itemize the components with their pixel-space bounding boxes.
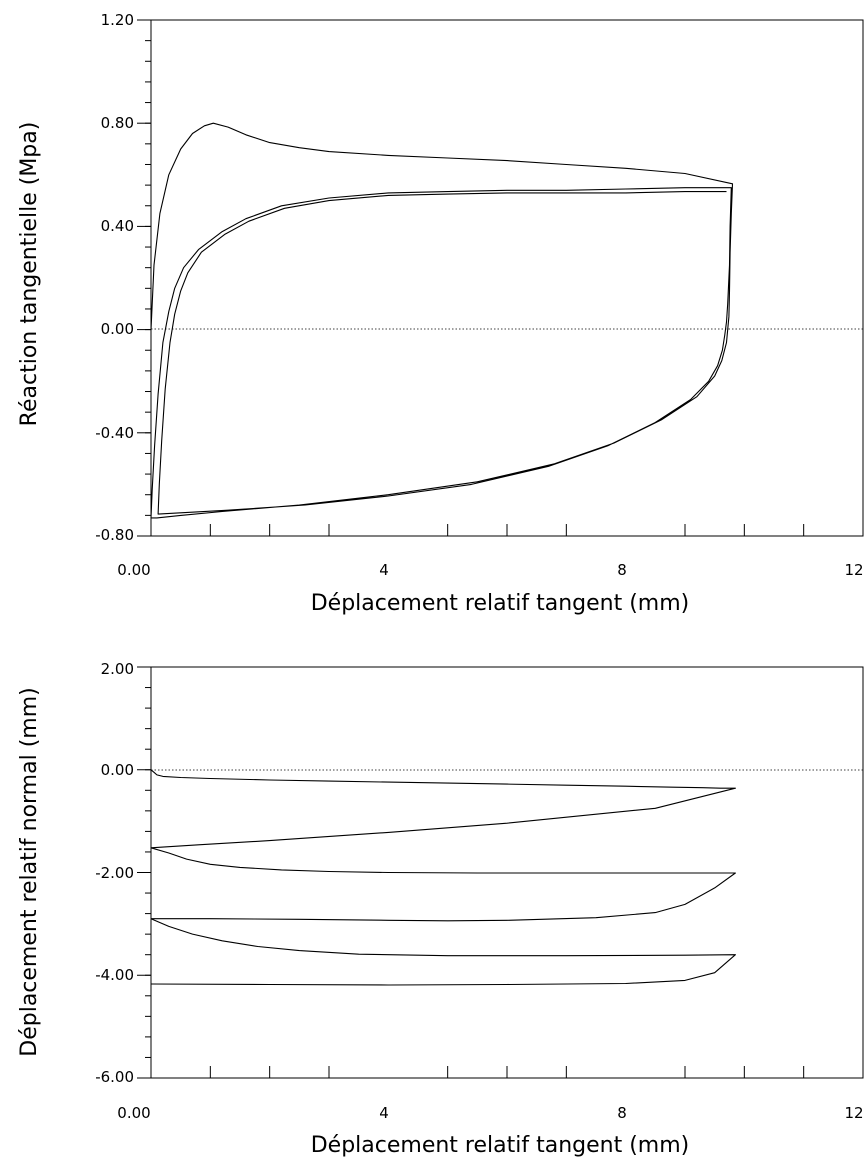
top-xtick-label: 0.00 xyxy=(117,561,150,579)
bottom-ytick-label: -4.00 xyxy=(95,966,134,984)
top-series xyxy=(150,122,734,519)
top-ytick-label: 0.40 xyxy=(101,217,134,235)
bottom-xtick-label: 12 xyxy=(844,1104,863,1122)
bottom-plot-frame xyxy=(150,666,864,1079)
top-xtick-label: 8 xyxy=(617,561,627,579)
top-plot-frame xyxy=(150,19,864,537)
bottom-xtick-label: 4 xyxy=(379,1104,389,1122)
top-ytick-label: 1.20 xyxy=(101,11,134,29)
top-ytick-label: -0.80 xyxy=(95,526,134,544)
series-line xyxy=(150,122,734,519)
bottom-ytick-label: 2.00 xyxy=(101,660,134,678)
top-minor-ticks xyxy=(145,19,151,537)
top-x-axis-title: Déplacement relatif tangent (mm) xyxy=(311,591,690,616)
bottom-xtick-label: 0.00 xyxy=(117,1104,150,1122)
top-ytick-label: 0.80 xyxy=(101,114,134,132)
bottom-y-axis-title: Déplacement relatif normal (mm) xyxy=(17,687,42,1056)
bottom-ytick-label: -6.00 xyxy=(95,1068,134,1086)
bottom-x-axis-title: Déplacement relatif tangent (mm) xyxy=(311,1133,690,1158)
bottom-xtick-label: 8 xyxy=(617,1104,627,1122)
top-ytick-label: 0.00 xyxy=(101,320,134,338)
bottom-major-ticks xyxy=(137,666,805,1079)
series-line xyxy=(150,769,736,986)
top-y-axis-title: Réaction tangentielle (Mpa) xyxy=(17,122,42,427)
bottom-ytick-label: -2.00 xyxy=(95,864,134,882)
top-xtick-label: 4 xyxy=(379,561,389,579)
top-chart: 1.20 0.80 0.40 0.00 -0.40 -0.80 0.00 4 8… xyxy=(17,11,864,616)
top-ytick-label: -0.40 xyxy=(95,424,134,442)
top-xtick-label: 12 xyxy=(844,561,863,579)
bottom-chart: 2.00 0.00 -2.00 -4.00 -6.00 0.00 4 8 12 … xyxy=(17,660,864,1158)
bottom-ytick-label: 0.00 xyxy=(101,761,134,779)
bottom-series xyxy=(150,769,736,986)
top-major-ticks xyxy=(137,19,805,537)
